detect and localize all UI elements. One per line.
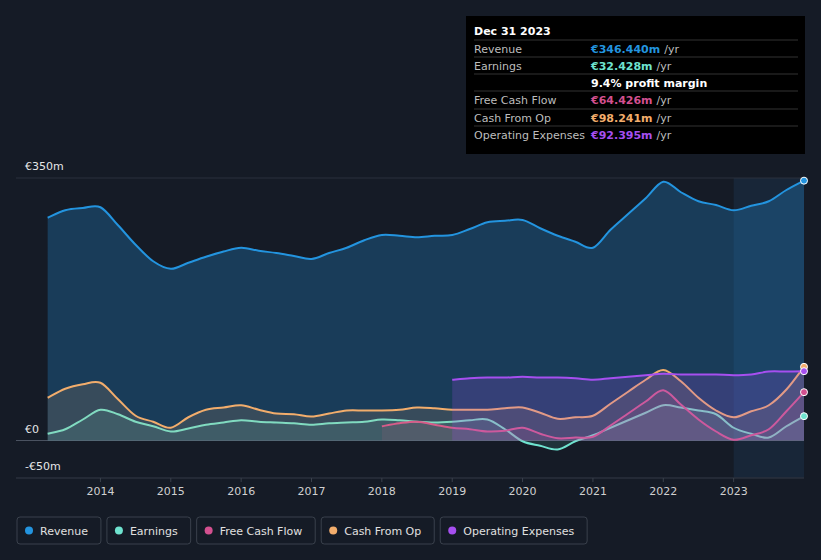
y-tick-label: -€50m: [25, 460, 61, 473]
legend-label: Earnings: [130, 525, 178, 538]
end-dot: [801, 389, 808, 396]
tooltip-note: 9.4% profit margin: [591, 77, 707, 90]
tooltip-label: Cash From Op: [474, 112, 551, 125]
legend-box: [17, 517, 101, 544]
chart-svg: -€50m €0 €350m 2014 2015 2016 2017 2018 2019 2020…: [0, 0, 821, 560]
x-tick: [100, 478, 101, 482]
x-tick-label: 2018: [368, 485, 396, 498]
legend-label: Cash From Op: [344, 525, 421, 538]
series-area: [452, 371, 804, 440]
end-dot: [801, 413, 808, 420]
legend-swatch: [448, 527, 456, 535]
x-tick: [522, 478, 523, 482]
series-group: [48, 181, 804, 450]
tooltip-sep: [474, 40, 798, 41]
tooltip-unit: /yr: [657, 60, 672, 73]
legend-label: Free Cash Flow: [220, 525, 303, 538]
legend: Revenue Earnings Free Cash Flow Cash From O…: [17, 517, 587, 544]
tooltip-unit: /yr: [657, 112, 672, 125]
x-tick-label: 2020: [509, 485, 537, 498]
legend-box: [197, 517, 316, 544]
background: [0, 0, 821, 560]
x-tick: [381, 478, 382, 482]
legend-swatch: [329, 527, 337, 535]
x-tick: [592, 478, 593, 482]
end-dot: [801, 177, 808, 184]
tooltip-sep: [474, 91, 798, 92]
tooltip-label: Revenue: [474, 43, 522, 56]
x-tick: [733, 478, 734, 482]
x-tick: [452, 478, 453, 482]
x-tick: [311, 478, 312, 482]
series-line: [48, 181, 804, 269]
legend-box: [321, 517, 434, 544]
tooltip-sep: [474, 126, 798, 127]
tooltip-value: €32.428m: [590, 60, 653, 73]
legend-box: [440, 517, 587, 544]
x-tick-label: 2019: [438, 485, 466, 498]
tooltip-value: €98.241m: [590, 112, 653, 125]
grid-line: [16, 478, 804, 479]
x-tick-label: 2023: [720, 485, 748, 498]
legend-swatch: [25, 527, 33, 535]
x-tick: [663, 478, 664, 482]
tooltip-sep: [474, 109, 798, 110]
tooltip-unit: /yr: [657, 94, 672, 107]
tooltip-value: €64.426m: [590, 94, 653, 107]
tooltip: Dec 31 2023 Revenue €346.440m/yr Earnings €3…: [466, 16, 805, 154]
y-tick-label: €0: [25, 423, 39, 436]
legend-swatch: [115, 527, 123, 535]
tooltip-label: Operating Expenses: [474, 129, 585, 142]
tooltip-sep: [474, 74, 798, 75]
x-tick-label: 2014: [86, 485, 114, 498]
tooltip-title: Dec 31 2023: [474, 25, 551, 38]
legend-label: Operating Expenses: [463, 525, 574, 538]
series-line: [452, 371, 804, 380]
end-dot: [801, 368, 808, 375]
legend-label: Revenue: [40, 525, 88, 538]
legend-swatch: [205, 527, 213, 535]
x-tick: [170, 478, 171, 482]
tooltip-value: €92.395m: [590, 129, 653, 142]
x-tick: [241, 478, 242, 482]
x-tick-label: 2021: [579, 485, 607, 498]
tooltip-unit: /yr: [664, 43, 679, 56]
x-axis-line: [16, 478, 804, 479]
x-tick-label: 2016: [227, 485, 255, 498]
x-tick-label: 2022: [649, 485, 677, 498]
tooltip-sep: [474, 57, 798, 58]
series-area: [48, 367, 804, 441]
tooltip-unit: /yr: [657, 129, 672, 142]
tooltip-label: Earnings: [474, 60, 522, 73]
series-area: [48, 181, 804, 441]
grid-line: [16, 178, 804, 179]
tooltip-bg: [466, 16, 805, 154]
chart-root: -€50m €0 €350m 2014 2015 2016 2017 2018 2019 2020…: [0, 0, 821, 560]
tooltip-value: €346.440m: [590, 43, 660, 56]
x-tick-label: 2017: [298, 485, 326, 498]
tooltip-label: Free Cash Flow: [474, 94, 557, 107]
legend-box: [107, 517, 191, 544]
x-tick-label: 2015: [157, 485, 185, 498]
y-tick-label: €350m: [25, 160, 64, 173]
